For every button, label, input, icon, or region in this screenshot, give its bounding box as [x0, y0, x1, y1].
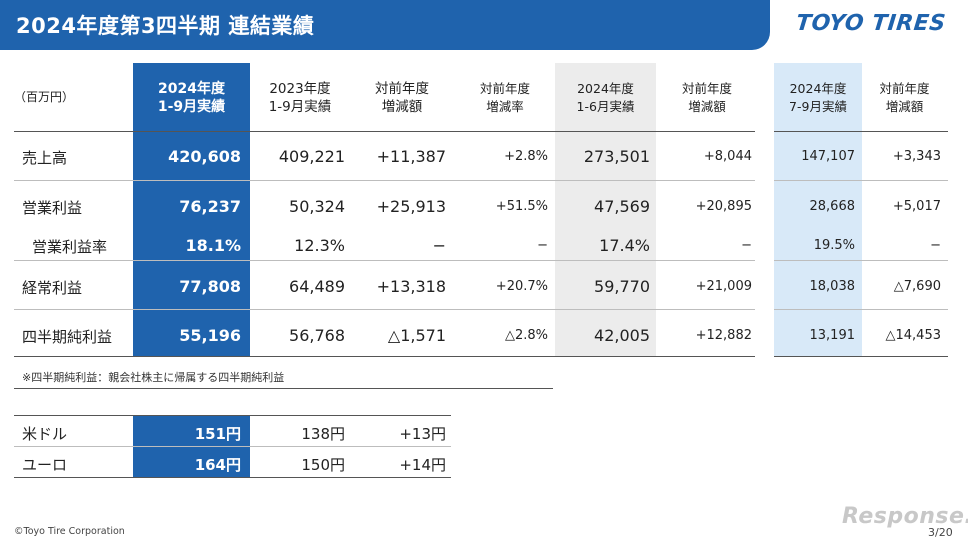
- op-margin-yoy-rate: −: [537, 238, 548, 253]
- header-c6: 対前年度 増減額: [681, 81, 732, 114]
- op-margin-6m-yoy: −: [741, 238, 752, 253]
- usd-yoy: +13円: [399, 425, 446, 443]
- ord-income-2024-q3: 18,038: [809, 279, 856, 294]
- row-divider: [774, 260, 948, 261]
- usd-2023: 138円: [301, 425, 345, 443]
- header-rule-right: [774, 131, 948, 132]
- net-income-yoy-rate: △2.8%: [504, 328, 548, 343]
- row-label-sales: 売上高: [22, 149, 68, 167]
- footnote: ※四半期純利益：親会社株主に帰属する四半期純利益: [22, 371, 285, 384]
- net-income-2024-9m: 55,196: [179, 326, 241, 345]
- unit-label: （百万円）: [14, 90, 75, 104]
- op-income-2024-6m: 47,569: [594, 197, 650, 216]
- row-divider: [14, 309, 755, 310]
- row-divider: [14, 260, 755, 261]
- ord-income-yoy-amount: +13,318: [376, 277, 446, 296]
- op-margin-yoy-amount: −: [432, 236, 446, 255]
- op-margin-2024-9m: 18.1%: [185, 236, 241, 255]
- header-c5: 2024年度 1-6月実績: [576, 81, 635, 114]
- sales-2023-9m: 409,221: [278, 147, 345, 166]
- sales-2024-6m: 273,501: [583, 147, 650, 166]
- net-income-2024-6m: 42,005: [594, 326, 650, 345]
- sales-2024-9m: 420,608: [168, 147, 241, 166]
- sales-yoy-rate: +2.8%: [504, 149, 548, 164]
- toyo-tires-logo: TOYO TIRES: [794, 11, 947, 36]
- ord-income-2023-9m: 64,489: [289, 277, 345, 296]
- fx-bottom-rule: [14, 477, 451, 478]
- header-rule: [14, 131, 755, 132]
- col-2024-9m-highlight: [133, 63, 250, 356]
- eur-2023: 150円: [301, 456, 345, 474]
- sales-2024-q3: 147,107: [801, 149, 855, 164]
- page-title: 2024年度第3四半期 連結業績: [16, 14, 315, 38]
- header-c3: 対前年度 増減額: [375, 81, 429, 115]
- fx-mid-rule: [14, 446, 451, 447]
- col-2024-6m-highlight: [555, 63, 656, 356]
- row-label-operating-income: 営業利益: [22, 199, 83, 217]
- sales-q3-yoy: +3,343: [892, 149, 941, 164]
- row-label-net-income: 四半期純利益: [22, 328, 113, 346]
- sales-yoy-amount: +11,387: [376, 147, 446, 166]
- copyright: ©Toyo Tire Corporation: [14, 526, 125, 537]
- ord-income-2024-9m: 77,808: [179, 277, 241, 296]
- net-income-6m-yoy: +12,882: [695, 328, 752, 343]
- eur-2024: 164円: [194, 456, 241, 474]
- header-c2: 2023年度 1-9月実績: [268, 81, 332, 115]
- op-income-q3-yoy: +5,017: [892, 199, 941, 214]
- row-label-ordinary-income: 経常利益: [22, 279, 83, 297]
- title-bar: 2024年度第3四半期 連結業績: [0, 0, 770, 50]
- net-income-2024-q3: 13,191: [809, 328, 856, 343]
- op-income-6m-yoy: +20,895: [695, 199, 752, 214]
- header-c4: 対前年度 増減率: [479, 81, 530, 114]
- fx-label-usd: 米ドル: [22, 425, 68, 443]
- op-income-2024-q3: 28,668: [809, 199, 856, 214]
- page-number: 3/20: [928, 526, 953, 539]
- response-watermark: Response.: [842, 504, 968, 529]
- table-bottom-rule: [14, 356, 755, 357]
- ord-income-6m-yoy: +21,009: [695, 279, 752, 294]
- op-margin-2024-6m: 17.4%: [599, 236, 650, 255]
- op-margin-2024-q3: 19.5%: [813, 238, 855, 253]
- op-income-yoy-amount: +25,913: [376, 197, 446, 216]
- row-label-operating-margin: 営業利益率: [32, 238, 108, 256]
- fx-label-eur: ユーロ: [22, 456, 68, 474]
- op-income-yoy-rate: +51.5%: [495, 199, 548, 214]
- op-margin-2023-9m: 12.3%: [294, 236, 345, 255]
- fx-top-rule: [14, 415, 451, 416]
- sales-6m-yoy: +8,044: [703, 149, 752, 164]
- ord-income-yoy-rate: +20.7%: [495, 279, 548, 294]
- row-divider: [14, 180, 755, 181]
- net-income-2023-9m: 56,768: [289, 326, 345, 345]
- row-divider: [774, 309, 948, 310]
- header-c7: 2024年度 7-9月実績: [789, 81, 847, 114]
- op-margin-q3-yoy: −: [930, 238, 941, 253]
- ord-income-2024-6m: 59,770: [594, 277, 650, 296]
- op-income-2024-9m: 76,237: [179, 197, 241, 216]
- net-income-q3-yoy: △14,453: [885, 328, 942, 343]
- header-c8: 対前年度 増減額: [879, 81, 930, 114]
- table-bottom-rule-right: [774, 356, 948, 357]
- row-divider: [774, 180, 948, 181]
- ord-income-q3-yoy: △7,690: [893, 279, 941, 294]
- eur-yoy: +14円: [399, 456, 446, 474]
- col-2024-q3-highlight: [774, 63, 862, 356]
- usd-2024: 151円: [194, 425, 241, 443]
- op-income-2023-9m: 50,324: [289, 197, 345, 216]
- net-income-yoy-amount: △1,571: [387, 326, 446, 345]
- header-c1: 2024年度 1-9月実績: [157, 81, 226, 115]
- footnote-rule: [14, 388, 553, 389]
